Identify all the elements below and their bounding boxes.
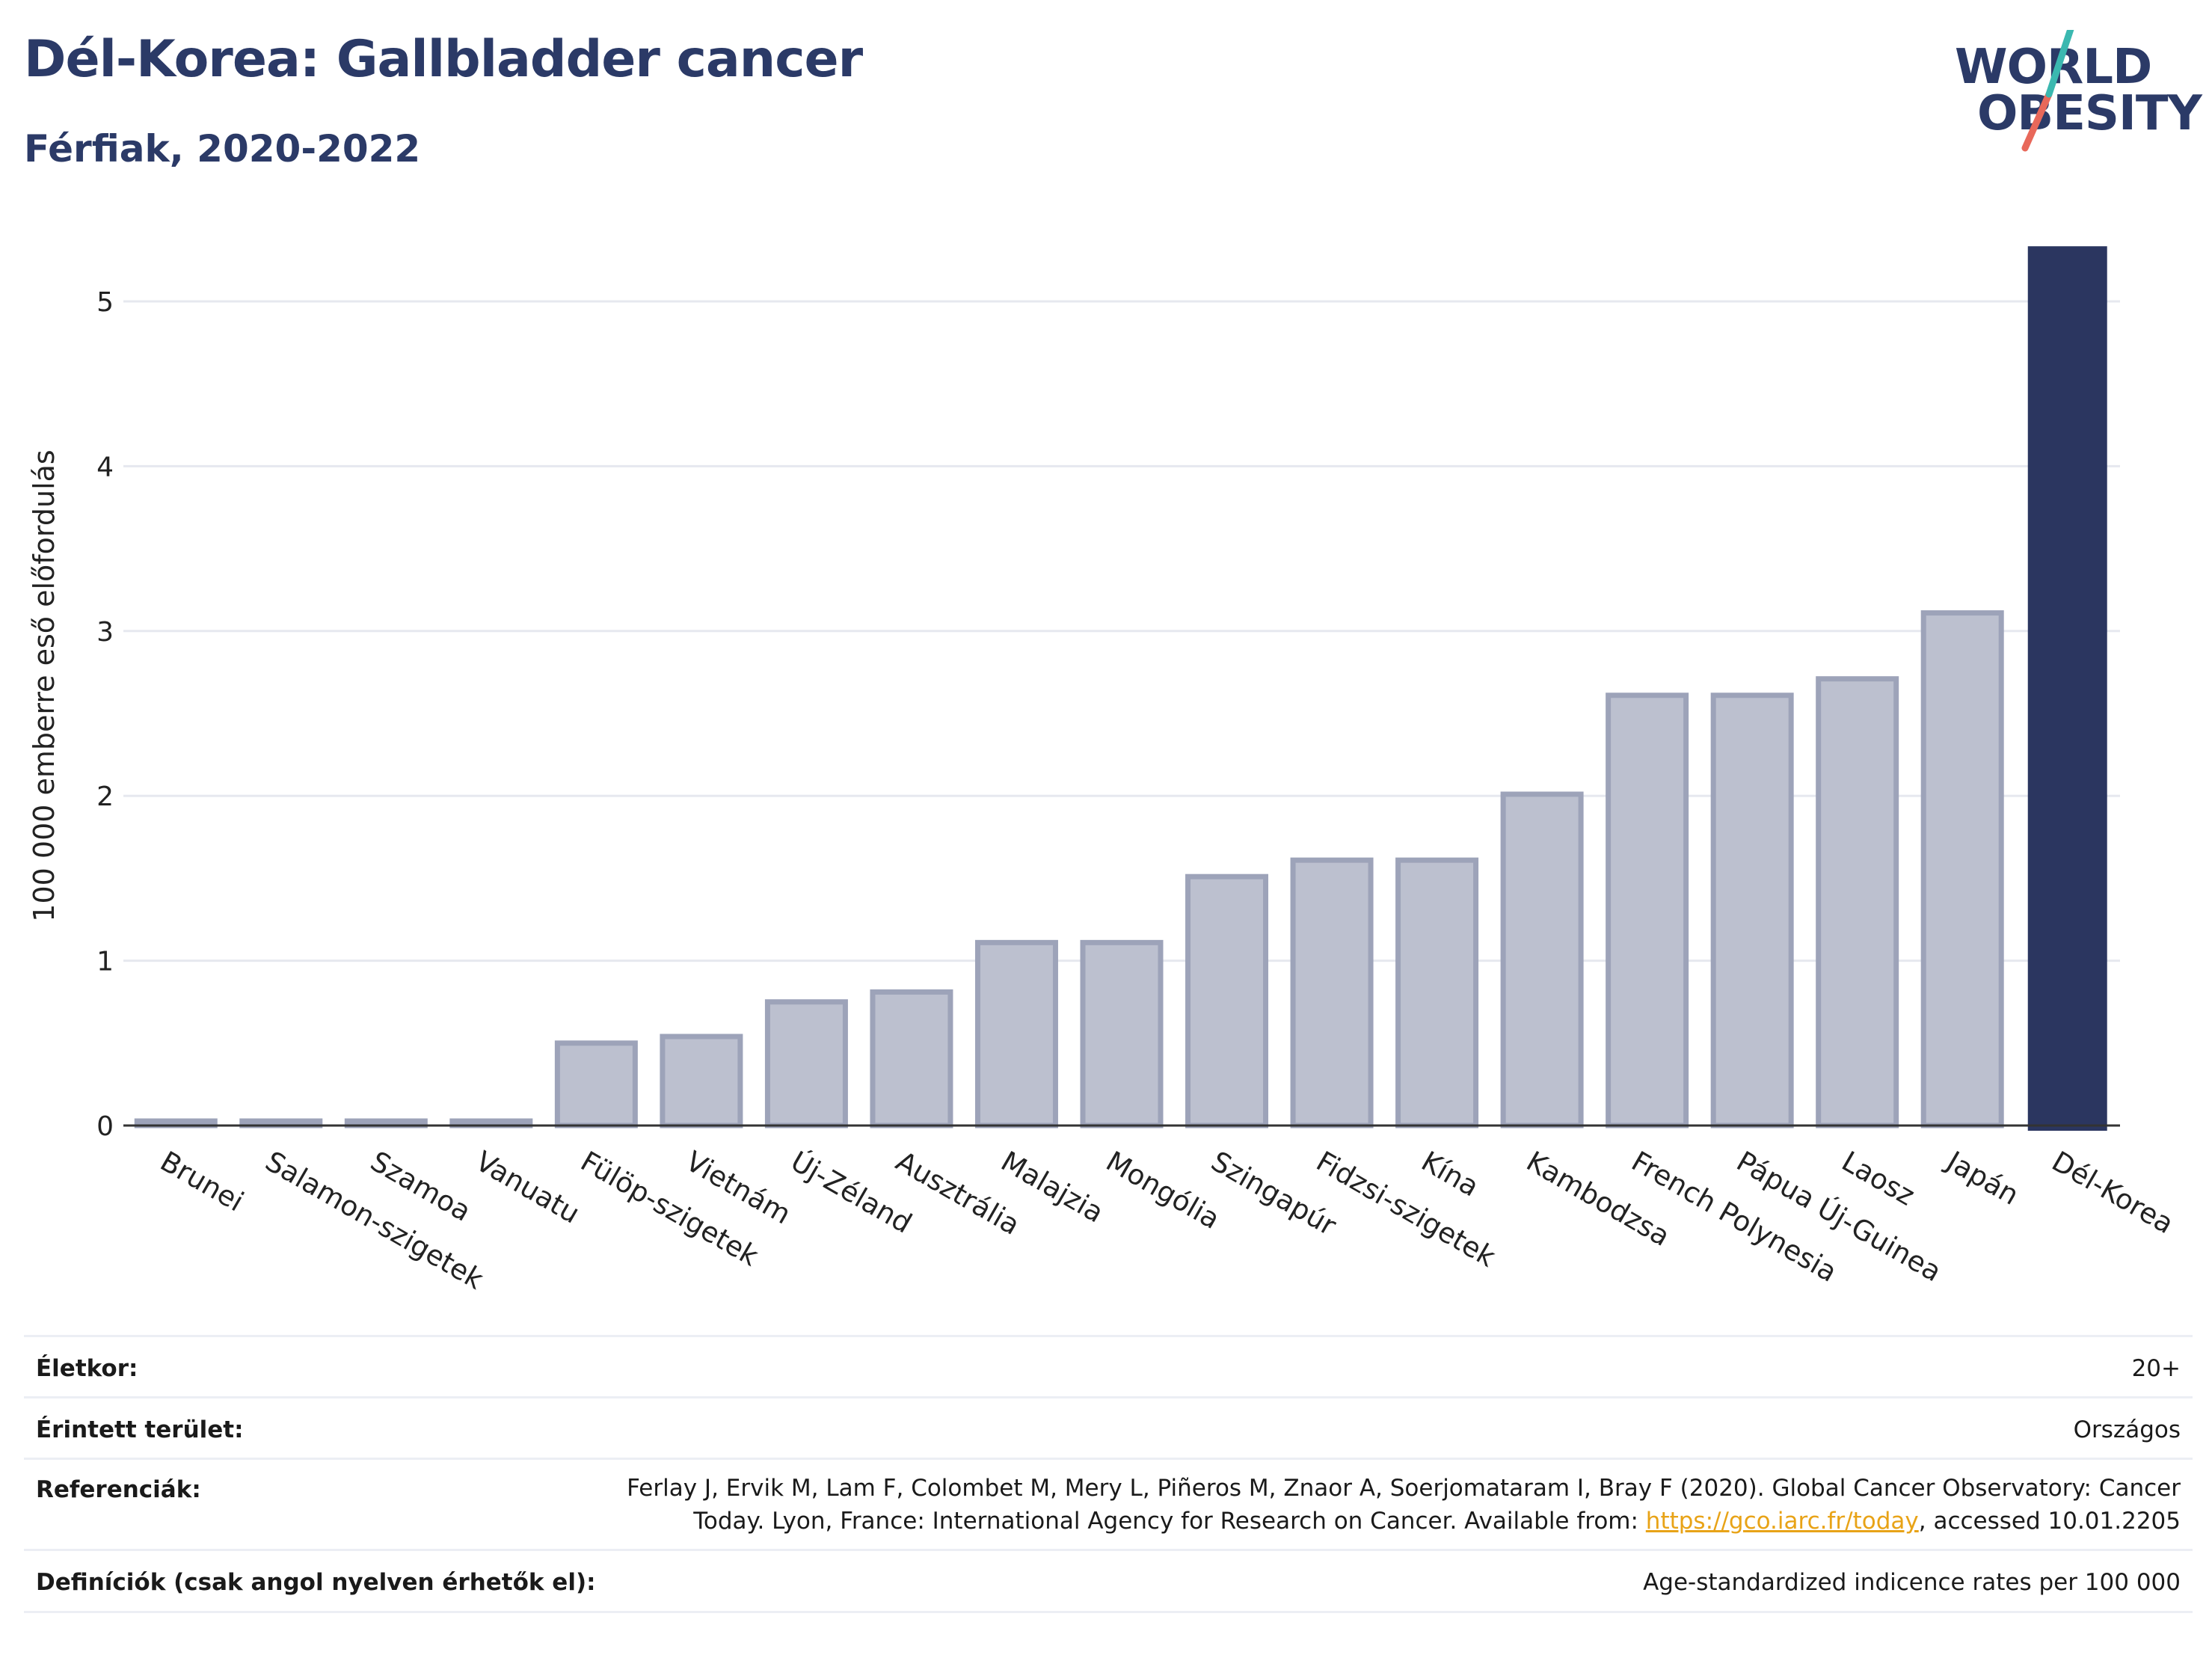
references-line-1: Ferlay J, Ervik M, Lam F, Colombet M, Me… [627,1475,2181,1502]
chart-subtitle: Férfiak, 2020-2022 [24,127,421,171]
bar-jap-n [1920,610,2004,1129]
bar-french-polynesia [1606,693,1689,1129]
y-tick-label: 1 [96,947,114,977]
y-tick-label: 2 [96,782,114,812]
references-value: Ferlay J, Ervik M, Lam F, Colombet M, Me… [627,1472,2181,1538]
age-label: Életkor: [36,1355,138,1382]
chart-title: Dél-Korea: Gallbladder cancer [24,30,863,89]
references-line-2: Today. Lyon, France: International Agenc… [627,1505,2181,1538]
bar-f-l-p-szigetek [554,1040,638,1129]
references-accessed: , accessed 10.01.2205 [1918,1508,2181,1535]
references-line-2-text: Today. Lyon, France: International Agenc… [693,1508,1646,1535]
x-tick-label: Fidzsi-szigetek [1311,1145,1502,1274]
x-tick-label: Kína [1416,1145,1484,1203]
x-tick-label: Brunei [155,1145,249,1218]
bar-vietn-m [660,1034,743,1129]
bar-fidzsi-szigetek [1290,857,1374,1129]
bar-d-l-korea [2027,246,2107,1132]
y-tick-label: 5 [96,287,114,318]
x-tick-label: Laosz [1837,1145,1920,1212]
x-tick-label: Új-Zéland [785,1144,918,1239]
area-label: Érintett terület: [36,1416,244,1443]
logo-line-2: OBESITY [1977,86,2202,141]
bar-laosz [1816,676,1899,1129]
y-tick-label: 4 [96,452,114,482]
definitions-label: Definíciók (csak angol nyelven érhetők e… [36,1569,596,1596]
reference-link[interactable]: https://gco.iarc.fr/today [1645,1508,1919,1535]
bar-k-na [1395,857,1479,1129]
x-tick-label: Dél-Korea [2047,1145,2179,1240]
world-obesity-logo: WORLD OBESITY [1944,30,2202,165]
bar-szingap-r [1185,873,1269,1129]
info-row-age: Életkor: 20+ [24,1335,2193,1397]
bar-kambodzsa [1500,791,1584,1129]
info-row-references: Referenciák: Ferlay J, Ervik M, Lam F, C… [24,1458,2193,1550]
bar-p-pua-j-guinea [1710,693,1794,1129]
logo-slash-icon [2021,30,2074,152]
area-value: Országos [2073,1416,2181,1443]
y-tick-label: 3 [96,617,114,648]
x-tick-label: Japán [1940,1144,2024,1212]
y-tick-label: 0 [96,1111,114,1142]
info-row-area: Érintett terület: Országos [24,1396,2193,1458]
y-axis-label: 100 000 emberre eső előfordulás [28,449,61,921]
info-row-definitions: Definíciók (csak angol nyelven érhetők e… [24,1549,2193,1613]
x-tick-label: Fülöp-szigetek [575,1145,764,1273]
x-tick-label: Vanuatu [470,1145,586,1230]
references-label: Referenciák: [36,1476,201,1503]
age-value: 20+ [2131,1355,2181,1382]
bar-malajzia [974,939,1058,1129]
bar--j-z-land [764,999,848,1129]
bar-mong-lia [1080,939,1164,1129]
x-tick-label: Mongólia [1101,1145,1225,1235]
definitions-value: Age-standardized indicence rates per 100… [1643,1569,2181,1596]
bar-ausztr-lia [870,989,953,1129]
